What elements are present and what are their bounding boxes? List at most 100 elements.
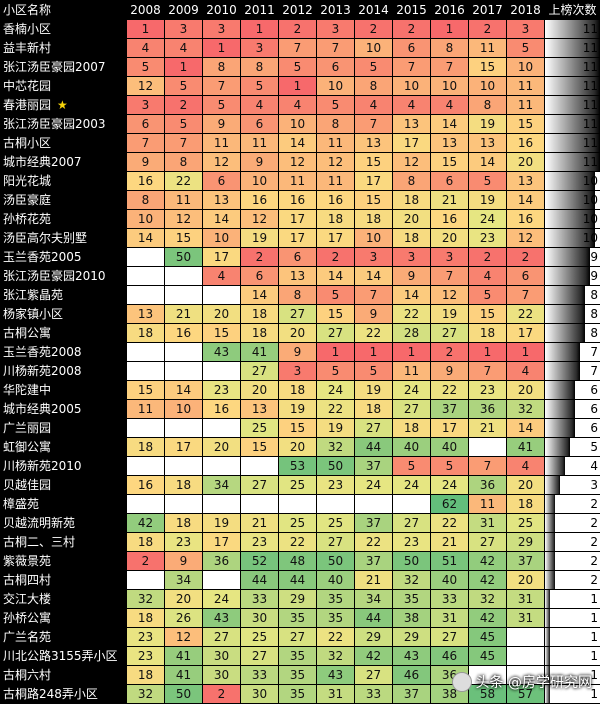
rank-cell: 18 (393, 191, 431, 210)
rank-cell: 23 (469, 381, 507, 400)
rank-cell: 50 (165, 248, 203, 267)
community-name: 古桐公寓 (1, 324, 127, 343)
community-name: 贝越流明新苑 (1, 514, 127, 533)
rank-cell: 15 (127, 381, 165, 400)
rank-cell: 7 (317, 39, 355, 58)
appearance-count: 2 (545, 552, 600, 571)
count-value: 11 (583, 22, 598, 36)
count-data-bar (545, 248, 590, 266)
count-data-bar (545, 400, 575, 418)
rank-cell: 2 (431, 343, 469, 362)
rank-cell: 18 (355, 400, 393, 419)
count-value: 2 (590, 516, 598, 530)
rank-cell: 5 (241, 77, 279, 96)
community-name: 广兰名苑 (1, 628, 127, 647)
community-name-text: 中芯花园 (3, 79, 51, 93)
rank-cell: 6 (203, 172, 241, 191)
rank-cell: 13 (203, 191, 241, 210)
rank-cell: 20 (279, 438, 317, 457)
rank-cell: 11 (127, 400, 165, 419)
rank-cell: 36 (469, 400, 507, 419)
community-name-text: 川杨新苑2010 (3, 459, 82, 473)
count-data-bar (545, 286, 585, 304)
rank-cell: 27 (279, 628, 317, 647)
rank-cell: 5 (317, 286, 355, 305)
rank-cell: 16 (203, 400, 241, 419)
rank-cell-empty (507, 647, 545, 666)
community-name-text: 虹御公寓 (3, 440, 51, 454)
rank-cell-empty (203, 362, 241, 381)
watermark-logo-icon (452, 672, 472, 692)
community-name: 虹御公寓 (1, 438, 127, 457)
community-name-text: 益丰新村 (3, 41, 51, 55)
rank-cell: 2 (127, 552, 165, 571)
community-name-text: 春港丽园 (3, 98, 51, 112)
community-name: 香楠小区 (1, 20, 127, 39)
rank-cell: 35 (279, 609, 317, 628)
rank-cell-empty (127, 248, 165, 267)
header-year: 2009 (165, 1, 203, 20)
community-name-text: 杨家镇小区 (3, 307, 63, 321)
header-year: 2018 (507, 1, 545, 20)
rank-cell: 51 (431, 552, 469, 571)
appearance-count: 11 (545, 58, 600, 77)
rank-cell: 15 (241, 438, 279, 457)
community-name: 张江汤臣豪园2010 (1, 267, 127, 286)
rank-cell: 31 (507, 590, 545, 609)
count-value: 9 (590, 269, 598, 283)
rank-cell: 27 (431, 628, 469, 647)
rank-cell: 18 (393, 229, 431, 248)
community-name-text: 紫薇景苑 (3, 554, 51, 568)
rank-cell: 20 (203, 305, 241, 324)
rank-cell: 33 (241, 590, 279, 609)
community-name-text: 玉兰香苑2005 (3, 250, 82, 264)
rank-cell: 17 (393, 134, 431, 153)
community-name-text: 交江大楼 (3, 592, 51, 606)
rank-cell: 2 (317, 248, 355, 267)
community-name: 广兰丽园 (1, 419, 127, 438)
rank-cell: 42 (355, 647, 393, 666)
header-year: 2017 (469, 1, 507, 20)
rank-cell: 9 (279, 343, 317, 362)
rank-cell: 10 (317, 77, 355, 96)
rank-cell: 37 (355, 457, 393, 476)
rank-cell: 17 (279, 229, 317, 248)
community-name: 中芯花园 (1, 77, 127, 96)
header-year: 2015 (393, 1, 431, 20)
rank-cell: 13 (393, 115, 431, 134)
rank-cell: 1 (279, 77, 317, 96)
rank-cell: 15 (469, 58, 507, 77)
count-value: 7 (590, 345, 598, 359)
rank-cell: 52 (241, 552, 279, 571)
rank-cell: 5 (317, 362, 355, 381)
rank-cell: 2 (279, 20, 317, 39)
rank-cell: 41 (241, 343, 279, 362)
header-year: 2012 (279, 1, 317, 20)
count-data-bar (545, 324, 585, 342)
community-name-text: 阳光花城 (3, 174, 51, 188)
rank-cell: 8 (317, 115, 355, 134)
community-name-text: 古桐六村 (3, 668, 51, 682)
rank-cell-empty (507, 628, 545, 647)
rank-cell: 15 (507, 115, 545, 134)
count-value: 2 (590, 497, 598, 511)
rank-cell: 12 (507, 229, 545, 248)
community-name-text: 张江紫晶苑 (3, 288, 63, 302)
rank-cell: 14 (165, 381, 203, 400)
rank-cell: 12 (203, 153, 241, 172)
community-name-text: 古桐二、三村 (3, 535, 75, 549)
rank-cell: 19 (317, 419, 355, 438)
rank-cell: 40 (431, 438, 469, 457)
rank-cell: 34 (355, 590, 393, 609)
rank-cell: 18 (165, 476, 203, 495)
rank-cell: 1 (393, 343, 431, 362)
rank-cell-empty (165, 457, 203, 476)
